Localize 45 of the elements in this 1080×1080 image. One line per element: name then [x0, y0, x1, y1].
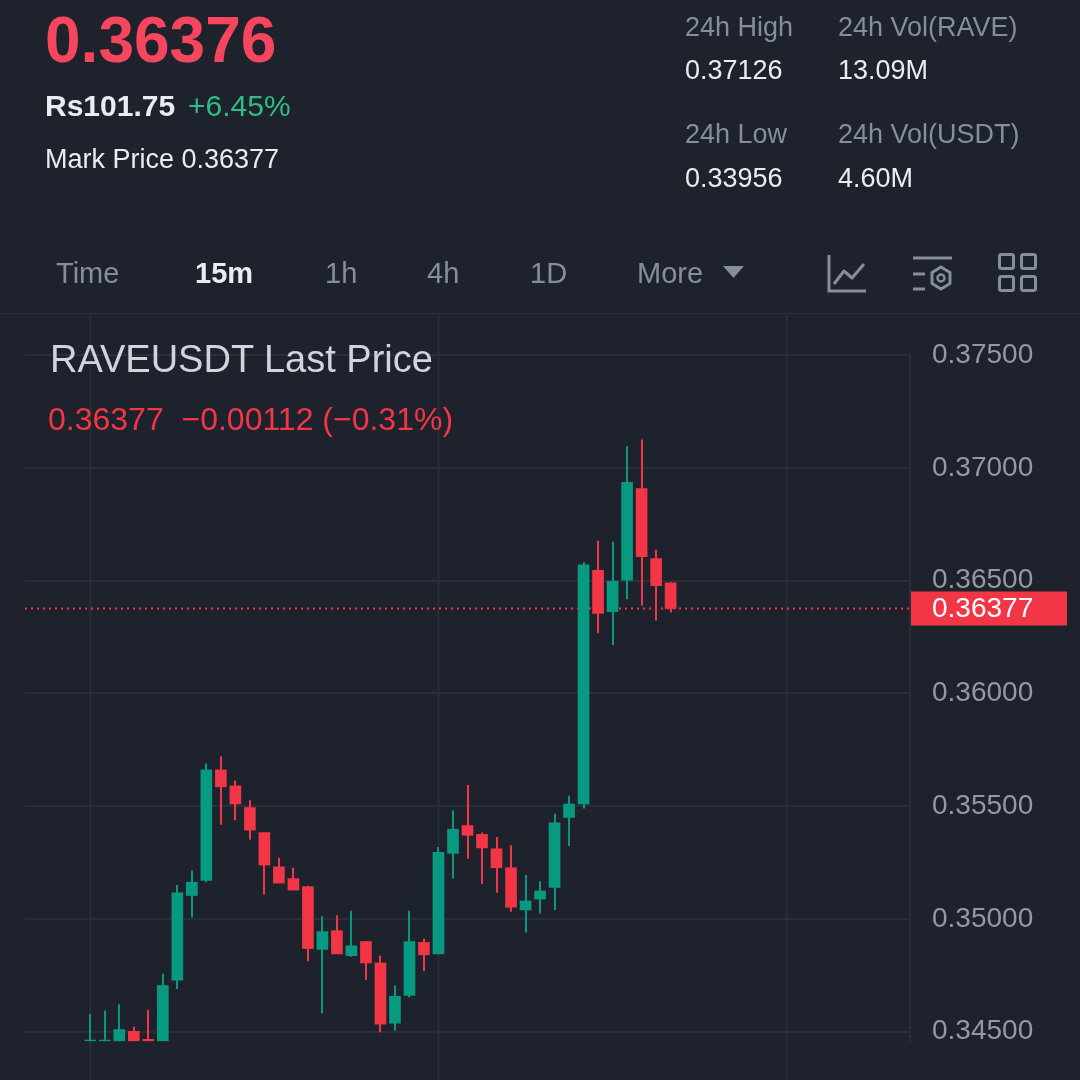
text: 4.60M: [838, 162, 914, 193]
text: 24h Low: [685, 118, 788, 149]
text: More: [637, 256, 704, 289]
y-tick-label: 0.35500: [932, 788, 1034, 820]
text: 1h: [325, 256, 358, 289]
candlestick: [534, 880, 546, 915]
text: 24h Vol(USDT): [838, 118, 1020, 149]
candlestick: [113, 1003, 126, 1043]
y-tick-label: 0.36500: [932, 563, 1034, 595]
text: 15m: [195, 256, 254, 289]
candlestick: [186, 869, 198, 919]
candlestick: [476, 831, 488, 886]
candlestick: [461, 784, 474, 860]
candlestick: [360, 940, 372, 982]
text: 0.33956: [685, 162, 783, 193]
candlestick: [215, 755, 227, 826]
candlestick: [563, 794, 575, 848]
y-tick-label: 0.35000: [932, 901, 1034, 933]
text: 0.36376: [45, 4, 277, 76]
candlestick: [490, 836, 503, 894]
chart-title: RAVEUSDT Last Price: [50, 338, 433, 380]
text: 4h: [427, 256, 460, 289]
candlestick: [316, 915, 329, 1015]
candlestick: [229, 779, 242, 822]
y-tick-label: 0.36000: [932, 676, 1034, 708]
candlestick: [273, 856, 285, 885]
text: 0.36377 −0.00112 (−0.31%): [48, 401, 454, 437]
text: 13.09M: [838, 54, 929, 85]
text: Rs101.75: [45, 89, 176, 122]
y-tick-label: 0.37000: [932, 450, 1034, 482]
y-tick-label: 0.37500: [932, 337, 1034, 369]
text: 0.37126: [685, 54, 783, 85]
y-tick-label: 0.34500: [932, 1014, 1034, 1046]
text: 24h Vol(RAVE): [838, 11, 1018, 42]
text: +6.45%: [188, 89, 291, 122]
text: Mark Price 0.36377: [45, 143, 280, 174]
text: 24h High: [685, 11, 794, 42]
candlestick: [244, 799, 256, 841]
text: Time: [56, 256, 120, 289]
candlestick: [418, 937, 430, 973]
ref-line-label: 0.36377: [932, 592, 1034, 624]
candlestick: [142, 1008, 155, 1043]
text: 1D: [530, 256, 568, 289]
candlestick: [331, 914, 343, 955]
candlestick: [345, 909, 358, 958]
